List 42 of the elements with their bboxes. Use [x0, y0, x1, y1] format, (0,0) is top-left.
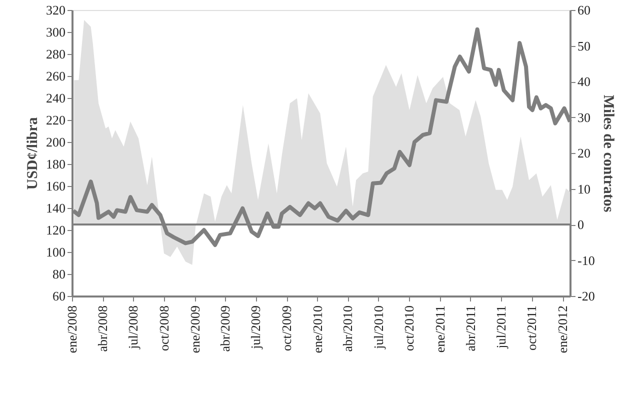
x-tick-label: oct/2011 — [524, 306, 540, 351]
x-tick-label: oct/2010 — [402, 306, 417, 351]
y-tick-label: 320 — [46, 2, 66, 18]
x-tick-label: abr/2011 — [462, 306, 478, 352]
y-tick-label: 280 — [46, 46, 66, 62]
x-tick-label: jul/2010 — [370, 306, 386, 350]
y2-tick-label: 50 — [578, 38, 590, 54]
y-tick-label: 220 — [46, 112, 66, 128]
y-axis-title: USD¢/libra — [25, 116, 41, 190]
x-tick-label: abr/2008 — [95, 306, 110, 352]
y2-tick-label: 40 — [578, 74, 590, 89]
y-tick-label: 80 — [52, 266, 66, 282]
x-tick-label: oct/2008 — [156, 306, 172, 351]
y-tick-label: 300 — [46, 24, 66, 40]
y-tick-label: 140 — [46, 200, 66, 216]
x-tick-label: ene/2011 — [432, 306, 448, 353]
x-tick-label: abr/2009 — [218, 306, 233, 352]
x-tick-label: jul/2009 — [248, 306, 264, 350]
y2-tick-label: 0 — [578, 217, 584, 232]
y2-tick-label: 30 — [578, 110, 590, 125]
y2-tick-label: -10 — [578, 252, 595, 268]
x-tick-label: oct/2009 — [279, 306, 294, 351]
y2-tick-label: -20 — [578, 288, 595, 304]
y-tick-label: 200 — [46, 134, 66, 150]
x-tick-label: jul/2008 — [126, 306, 141, 350]
y2-tick-label: 10 — [578, 181, 590, 196]
y2-tick-label: 20 — [578, 146, 590, 160]
y-tick-label: 60 — [52, 288, 66, 304]
y-tick-label: 260 — [46, 68, 66, 84]
x-tick-label: ene/2009 — [187, 306, 202, 354]
y-tick-label: 100 — [46, 244, 66, 260]
x-tick-label: abr/2010 — [340, 306, 356, 352]
x-tick-label: ene/2008 — [64, 306, 80, 354]
x-tick-label: ene/2012 — [555, 306, 570, 354]
x-tick-label: jul/2011 — [493, 306, 508, 350]
y-tick-label: 120 — [46, 222, 66, 238]
y-tick-label: 160 — [46, 178, 66, 194]
y2-tick-label: 60 — [578, 2, 590, 18]
y-tick-label: 240 — [46, 90, 66, 106]
y2-axis-title: Miles de contratos — [600, 94, 616, 212]
y-tick-label: 180 — [46, 156, 66, 172]
x-tick-label: ene/2010 — [310, 306, 325, 354]
